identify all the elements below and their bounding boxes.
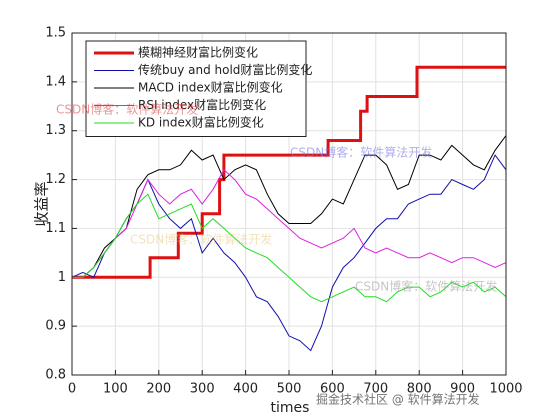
x-axis-label: times	[271, 400, 310, 416]
y-tick-label: 1.5	[45, 26, 66, 41]
watermark: CSDN博客：软件算法开发	[56, 102, 198, 117]
x-tick-label: 800	[407, 382, 432, 397]
legend-label: 模糊神经财富比例变化	[138, 45, 258, 60]
legend-label: 传统buy and hold财富比例变化	[138, 62, 312, 77]
x-tick-label: 0	[68, 382, 76, 397]
legend-label: MACD index财富比例变化	[138, 80, 283, 95]
y-tick-label: 1	[58, 270, 66, 285]
legend-label: RSI index财富比例变化	[138, 97, 266, 112]
series-line	[72, 65, 506, 279]
x-tick-label: 300	[190, 382, 215, 397]
series-line	[72, 193, 507, 303]
series-line	[72, 135, 507, 278]
x-tick-label: 700	[363, 382, 388, 397]
y-tick-label: 0.9	[45, 319, 66, 334]
y-tick-label: 1.3	[45, 123, 66, 138]
x-tick-label: 500	[277, 382, 302, 397]
y-tick-label: 0.8	[45, 368, 66, 383]
x-tick-label: 1000	[489, 382, 522, 397]
y-tick-label: 1.2	[45, 172, 66, 187]
watermark: 掘金技术社区 @ 软件算法开发	[316, 392, 480, 407]
watermark: CSDN博客：软件算法开发	[290, 145, 432, 160]
legend-box	[85, 40, 307, 137]
y-axis-label: 收益率	[33, 181, 51, 226]
x-tick-label: 600	[320, 382, 345, 397]
x-tick-label: 900	[450, 382, 475, 397]
axes-box	[71, 32, 507, 376]
x-tick-label: 400	[233, 382, 258, 397]
y-tick-label: 1.4	[45, 74, 66, 89]
watermark: CSDN博客：软件算法开发	[355, 279, 497, 294]
watermark: CSDN博客：软件算法开发	[130, 232, 272, 247]
x-tick-label: 100	[103, 382, 128, 397]
x-tick-label: 200	[146, 382, 171, 397]
legend-label: KD index财富比例变化	[138, 115, 264, 130]
y-tick-label: 1.1	[45, 221, 66, 236]
series-line	[72, 169, 507, 278]
